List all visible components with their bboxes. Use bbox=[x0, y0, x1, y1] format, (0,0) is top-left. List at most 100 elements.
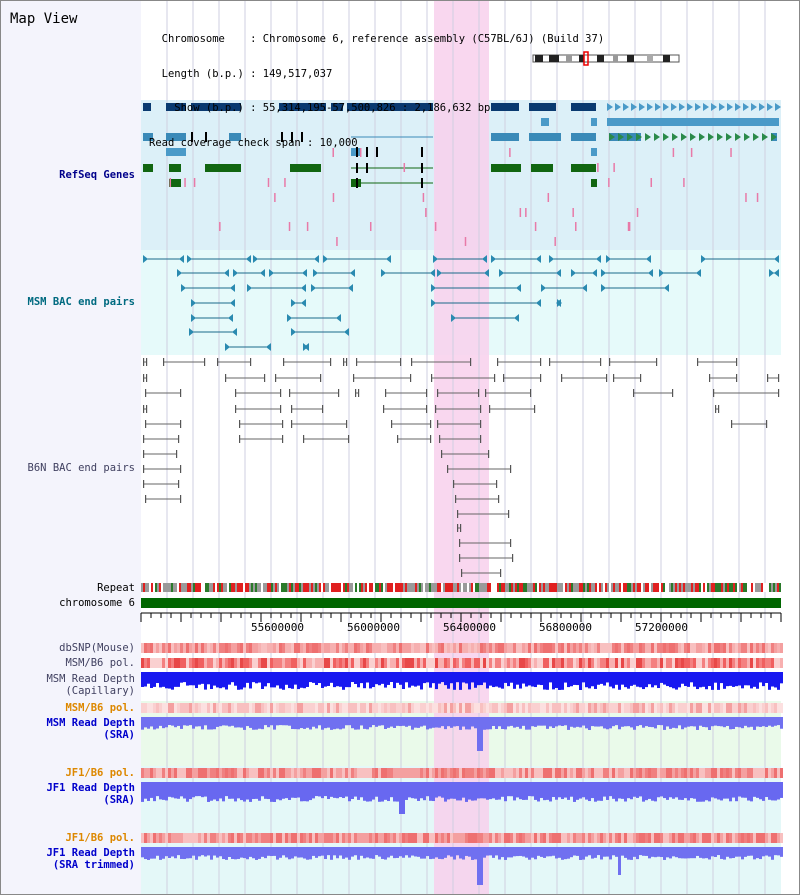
heatmap-cell bbox=[501, 658, 504, 668]
heatmap-cell bbox=[159, 643, 162, 653]
depth-bar bbox=[765, 717, 768, 727]
bac-end bbox=[609, 358, 611, 366]
track-label-dbsnp[interactable]: dbSNP(Mouse) bbox=[59, 642, 135, 654]
depth-bar bbox=[627, 782, 630, 799]
depth-bar bbox=[597, 782, 600, 801]
heatmap-cell bbox=[756, 833, 759, 843]
depth-bar bbox=[324, 782, 327, 797]
repeat-bar bbox=[257, 583, 259, 592]
depth-bar bbox=[330, 717, 333, 730]
depth-bar bbox=[456, 847, 459, 856]
heatmap-cell bbox=[780, 643, 783, 653]
heatmap-cell bbox=[771, 833, 774, 843]
depth-bar bbox=[744, 847, 747, 857]
depth-bar bbox=[507, 847, 510, 858]
heatmap-cell bbox=[207, 658, 210, 668]
depth-bar bbox=[216, 717, 219, 727]
repeat-bar bbox=[567, 583, 569, 592]
heatmap-cell bbox=[369, 768, 372, 778]
depth-bar bbox=[627, 672, 630, 689]
depth-bar bbox=[510, 717, 513, 726]
heatmap-cell bbox=[366, 658, 369, 668]
heatmap-cell bbox=[156, 768, 159, 778]
heatmap-cell bbox=[552, 703, 555, 713]
depth-bar bbox=[738, 717, 741, 728]
track-label-msm-pol-sra[interactable]: MSM/B6 pol. bbox=[65, 702, 135, 714]
track-label-repeat[interactable]: Repeat bbox=[97, 582, 135, 594]
heatmap-cell bbox=[684, 768, 687, 778]
depth-bar bbox=[480, 782, 483, 799]
depth-bar bbox=[567, 672, 570, 688]
heatmap-cell bbox=[378, 768, 381, 778]
bac-end bbox=[178, 435, 180, 443]
depth-bar bbox=[690, 782, 693, 799]
heatmap-cell bbox=[612, 643, 615, 653]
heatmap-cell bbox=[567, 768, 570, 778]
heatmap-cell bbox=[780, 703, 783, 713]
track-label-refseq[interactable]: RefSeq Genes bbox=[59, 169, 135, 181]
repeat-bar bbox=[461, 583, 463, 592]
depth-bar bbox=[516, 847, 519, 857]
heatmap-cell bbox=[753, 643, 756, 653]
track-label-b6n-bac[interactable]: B6N BAC end pairs bbox=[27, 462, 135, 474]
depth-bar bbox=[339, 782, 342, 798]
heatmap-cell bbox=[654, 643, 657, 653]
gene-exon-tick bbox=[421, 163, 423, 173]
heatmap-cell bbox=[441, 833, 444, 843]
track-label-msm-depth-capillary[interactable]: MSM Read Depth (Capillary) bbox=[46, 673, 135, 697]
heatmap-cell bbox=[591, 658, 594, 668]
repeat-bar bbox=[401, 583, 403, 592]
heatmap-cell bbox=[699, 768, 702, 778]
track-label-jf1-depth-trimmed[interactable]: JF1 Read Depth (SRA trimmed) bbox=[46, 847, 135, 871]
track-label-chromosome[interactable]: chromosome 6 bbox=[59, 597, 135, 609]
heatmap-cell bbox=[165, 833, 168, 843]
heatmap-cell bbox=[768, 768, 771, 778]
gene-marker bbox=[672, 148, 675, 157]
depth-bar bbox=[327, 847, 330, 856]
depth-bar bbox=[618, 717, 621, 730]
heatmap-cell bbox=[285, 658, 288, 668]
gene-marker bbox=[369, 222, 372, 231]
depth-bar bbox=[396, 717, 399, 726]
heatmap-cell bbox=[477, 658, 480, 668]
depth-bar bbox=[723, 847, 726, 860]
heatmap-cell bbox=[180, 703, 183, 713]
track-label-jf1-pol-trimmed[interactable]: JF1/B6 pol. bbox=[65, 832, 135, 844]
track-label-jf1-depth-sra[interactable]: JF1 Read Depth (SRA) bbox=[46, 782, 135, 806]
depth-bar bbox=[339, 847, 342, 856]
repeat-bar bbox=[605, 583, 607, 592]
depth-bar bbox=[231, 782, 234, 799]
depth-bar bbox=[423, 672, 426, 684]
gene-arrow bbox=[615, 103, 621, 111]
depth-bar bbox=[444, 782, 447, 802]
repeat-bar bbox=[441, 583, 443, 592]
ruler-label: 56800000 bbox=[539, 621, 592, 634]
depth-bar bbox=[147, 847, 150, 860]
repeat-bar bbox=[353, 583, 355, 592]
heatmap-cell bbox=[588, 833, 591, 843]
repeat-bar bbox=[151, 583, 153, 592]
track-label-msm-bac[interactable]: MSM BAC end pairs bbox=[27, 296, 135, 308]
heatmap-cell bbox=[333, 833, 336, 843]
heatmap-cell bbox=[735, 833, 738, 843]
repeat-bar bbox=[187, 583, 189, 592]
bac-end bbox=[494, 374, 496, 382]
repeat-bar bbox=[277, 583, 279, 592]
repeat-bar bbox=[167, 583, 169, 592]
track-label-msm-pol[interactable]: MSM/B6 pol. bbox=[65, 657, 135, 669]
depth-bar bbox=[294, 672, 297, 685]
heatmap-cell bbox=[195, 833, 198, 843]
depth-bar bbox=[207, 847, 210, 856]
heatmap-cell bbox=[720, 833, 723, 843]
heatmap-cell bbox=[348, 768, 351, 778]
heatmap-cell bbox=[501, 833, 504, 843]
repeat-bar bbox=[581, 583, 583, 592]
gene-marker bbox=[525, 208, 527, 217]
track-label-jf1-pol[interactable]: JF1/B6 pol. bbox=[65, 767, 135, 779]
repeat-bar bbox=[685, 583, 687, 592]
heatmap-cell bbox=[615, 703, 618, 713]
track-label-msm-depth-sra[interactable]: MSM Read Depth (SRA) bbox=[46, 717, 135, 741]
depth-bar bbox=[210, 782, 213, 801]
bac-end bbox=[246, 255, 251, 263]
depth-bar bbox=[708, 672, 711, 687]
